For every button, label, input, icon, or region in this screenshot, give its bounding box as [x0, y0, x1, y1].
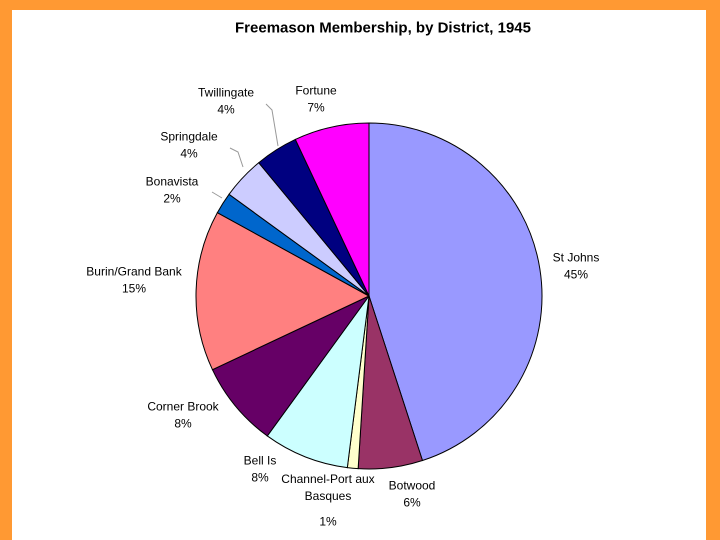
slice-label: Botwood [388, 478, 436, 492]
slice-value-label: 4% [180, 146, 198, 160]
slice-label: Bell Is [243, 453, 277, 467]
slice-value-label: 1% [319, 514, 337, 529]
slice-label: Bonavista [145, 174, 199, 188]
pie-slice [368, 122, 543, 462]
slice-value-label: 7% [307, 100, 325, 114]
pie-slice [294, 122, 370, 297]
pie-slice [195, 211, 371, 371]
slice-label: Twillingate [197, 85, 255, 99]
slice-label: Springdale [160, 129, 218, 143]
slice-label: Corner Brook [147, 399, 219, 413]
slice-value-label: 6% [403, 495, 421, 509]
slice-value-label: 8% [174, 416, 192, 430]
chart-title: Freemason Membership, by District, 1945 [235, 19, 531, 37]
leader-line [265, 103, 279, 147]
slice-value-label: 2% [163, 191, 181, 205]
slice-value-label: 45% [563, 267, 589, 281]
leader-line [211, 191, 223, 199]
slice-label: Fortune [295, 83, 337, 97]
slice-label: Channel-Port aux Basques [281, 472, 375, 503]
slice-value-label: 15% [121, 281, 147, 295]
slice-label: Burin/Grand Bank [86, 264, 182, 278]
slice-value-label: 4% [217, 102, 235, 116]
leader-line [229, 147, 244, 168]
slice-label: St Johns [552, 250, 600, 264]
slice-value-label: 8% [251, 470, 269, 484]
